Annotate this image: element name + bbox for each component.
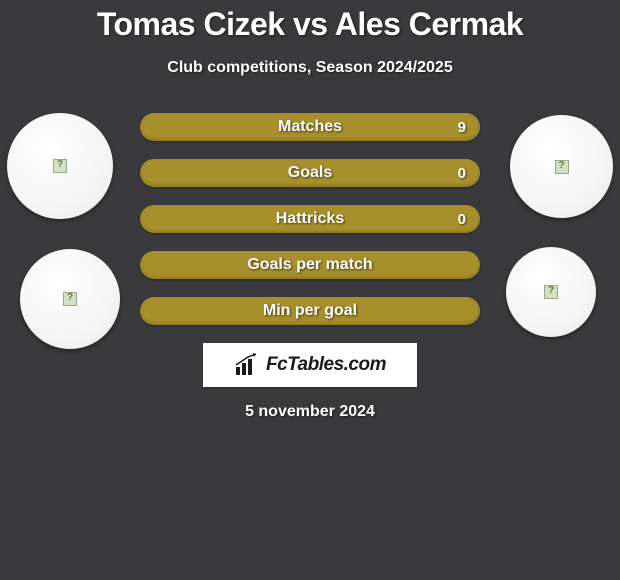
stat-bar: Goals per match bbox=[140, 251, 480, 279]
stat-bar: Hattricks 0 bbox=[140, 205, 480, 233]
fctables-logo[interactable]: FcTables.com bbox=[203, 343, 417, 387]
chart-icon bbox=[234, 353, 262, 377]
player1-photo-bottom bbox=[20, 249, 120, 349]
comparison-content: Matches 9 Goals 0 Hattricks 0 Goals per … bbox=[0, 113, 620, 421]
broken-image-icon bbox=[555, 160, 569, 174]
broken-image-icon bbox=[544, 285, 558, 299]
player2-photo-bottom bbox=[506, 247, 596, 337]
stat-label: Hattricks bbox=[276, 210, 344, 228]
stat-bars: Matches 9 Goals 0 Hattricks 0 Goals per … bbox=[140, 113, 480, 325]
broken-image-icon bbox=[63, 292, 77, 306]
stat-label: Goals bbox=[288, 164, 332, 182]
broken-image-icon bbox=[53, 159, 67, 173]
stat-label: Goals per match bbox=[247, 256, 372, 274]
player1-photo-top bbox=[7, 113, 113, 219]
player2-photo-top bbox=[510, 115, 613, 218]
logo-text: FcTables.com bbox=[266, 354, 386, 376]
stat-bar: Min per goal bbox=[140, 297, 480, 325]
stat-value: 0 bbox=[458, 211, 466, 228]
snapshot-date: 5 november 2024 bbox=[0, 403, 620, 421]
stat-bar: Goals 0 bbox=[140, 159, 480, 187]
page-subtitle: Club competitions, Season 2024/2025 bbox=[0, 59, 620, 77]
stat-label: Matches bbox=[278, 118, 342, 136]
stat-value: 9 bbox=[458, 119, 466, 136]
stat-bar: Matches 9 bbox=[140, 113, 480, 141]
page-title: Tomas Cizek vs Ales Cermak bbox=[0, 0, 620, 43]
stat-label: Min per goal bbox=[263, 302, 357, 320]
stat-value: 0 bbox=[458, 165, 466, 182]
